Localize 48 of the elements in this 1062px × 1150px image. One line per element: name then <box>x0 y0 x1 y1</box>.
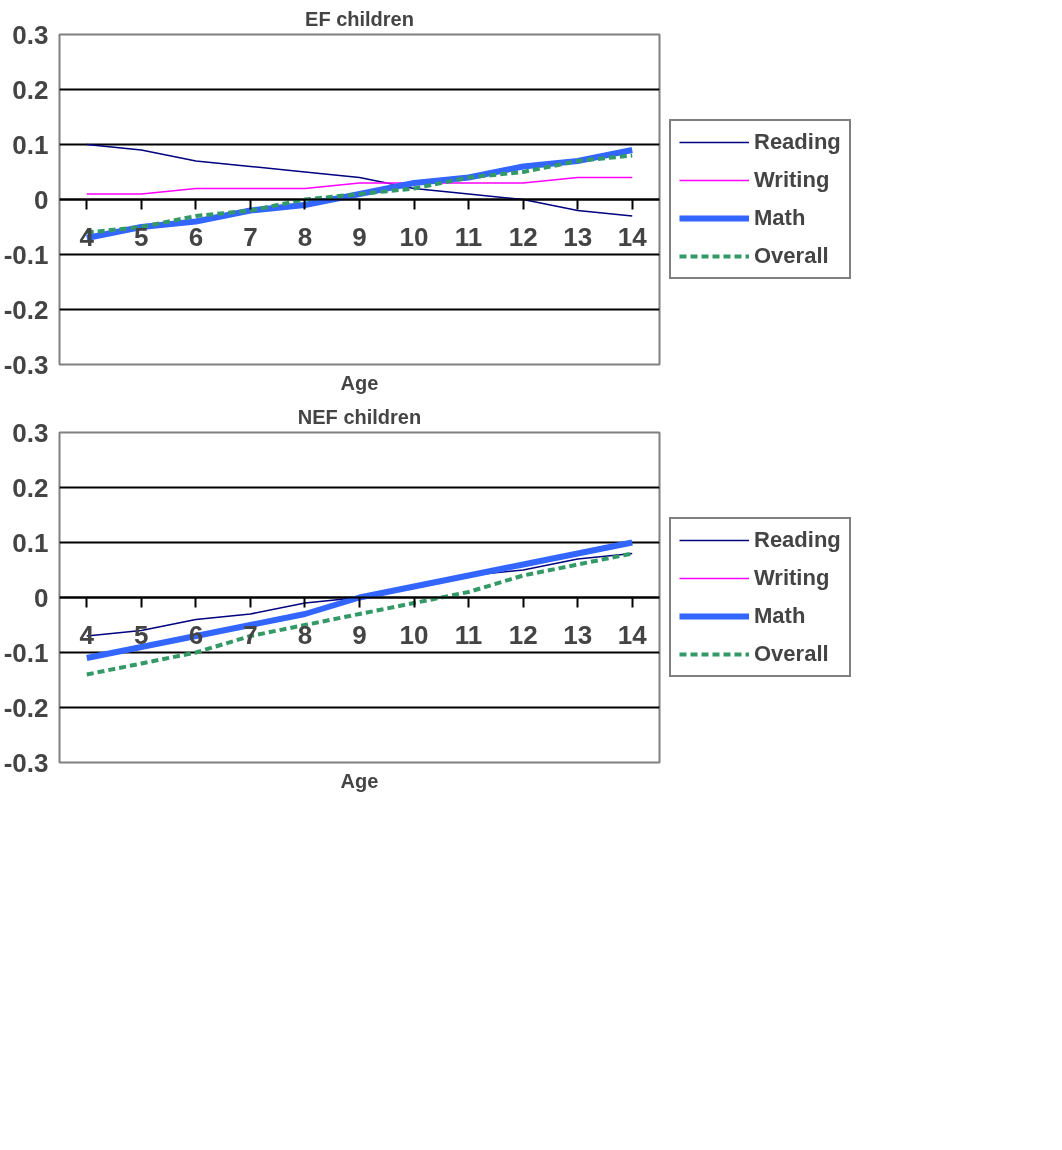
legend-label: Math <box>754 205 806 231</box>
y-tick-label: 0.1 <box>12 527 49 558</box>
x-tick-label: 8 <box>297 221 313 252</box>
x-axis-title: Age <box>340 371 379 394</box>
x-tick-label: 7 <box>243 221 258 252</box>
legend-label: Overall <box>754 243 829 269</box>
x-tick-label: 4 <box>79 221 95 252</box>
legend-label: Writing <box>754 167 830 193</box>
legend-label: Reading <box>754 129 841 155</box>
y-tick-label: 0.2 <box>12 472 49 503</box>
legend-label: Writing <box>754 565 830 591</box>
legend-label: Reading <box>754 527 841 553</box>
x-tick-label: 10 <box>399 221 429 252</box>
chart-title: NEF children <box>297 405 422 428</box>
legend-label: Overall <box>754 641 829 667</box>
x-tick-label: 5 <box>134 221 149 252</box>
y-tick-label: -0.2 <box>3 692 49 723</box>
line-series <box>86 143 633 217</box>
x-tick-label: 14 <box>617 221 648 252</box>
y-tick-label: -0.1 <box>3 637 49 668</box>
y-tick-label: 0 <box>34 184 49 215</box>
y-tick-label: -0.3 <box>3 747 49 778</box>
line-series <box>86 176 633 195</box>
x-tick-label: 12 <box>508 221 538 252</box>
x-tick-label: 4 <box>79 619 95 650</box>
x-tick-label: 11 <box>454 221 483 252</box>
x-tick-label: 13 <box>563 619 593 650</box>
y-tick-label: 0.2 <box>12 74 49 105</box>
x-tick-label: 9 <box>352 619 367 650</box>
x-tick-label: 8 <box>297 619 313 650</box>
x-tick-label: 14 <box>617 619 648 650</box>
y-tick-label: 0.3 <box>12 417 49 448</box>
legend-label: Math <box>754 603 806 629</box>
y-tick-label: -0.2 <box>3 294 49 325</box>
y-tick-label: 0.1 <box>12 129 49 160</box>
x-tick-label: 9 <box>352 221 367 252</box>
chart-title: EF children <box>305 7 414 30</box>
y-tick-label: 0.3 <box>12 19 49 50</box>
y-tick-label: 0 <box>34 582 49 613</box>
x-tick-label: 6 <box>188 221 204 252</box>
x-axis-title: Age <box>340 769 379 792</box>
x-tick-label: 11 <box>454 619 483 650</box>
x-tick-label: 12 <box>508 619 538 650</box>
x-tick-label: 10 <box>399 619 429 650</box>
x-tick-label: 13 <box>563 221 593 252</box>
y-tick-label: -0.3 <box>3 349 49 380</box>
x-tick-label: 7 <box>243 619 258 650</box>
y-tick-label: -0.1 <box>3 239 49 270</box>
